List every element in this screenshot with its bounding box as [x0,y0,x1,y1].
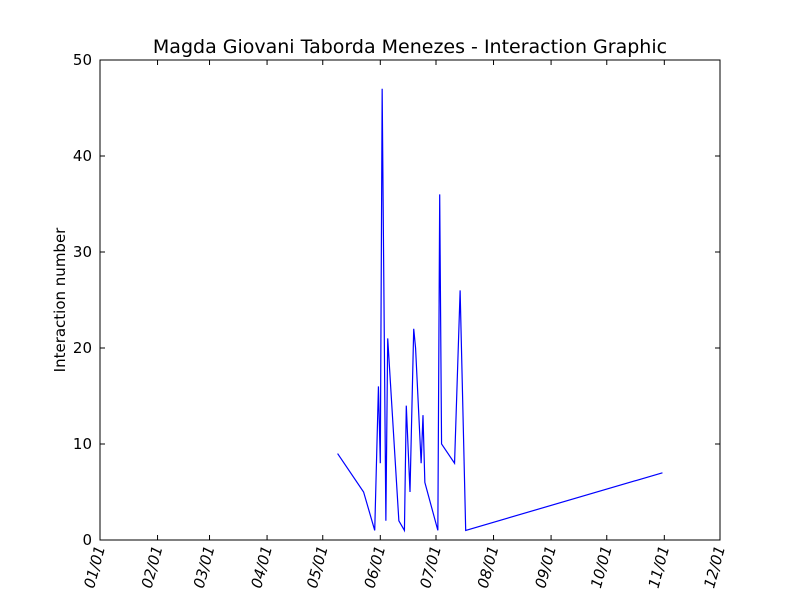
y-tick-label: 30 [73,243,92,261]
plot-frame [99,59,721,541]
series-line [337,88,663,533]
y-tick-label: 20 [73,339,92,357]
y-tick-label: 0 [82,531,92,549]
chart-title: Magda Giovani Taborda Menezes - Interact… [153,36,667,58]
y-axis-label: Interaction number [51,227,69,373]
y-tick-label: 40 [73,147,92,165]
y-tick-label: 10 [73,435,92,453]
y-tick-label: 50 [73,51,92,69]
